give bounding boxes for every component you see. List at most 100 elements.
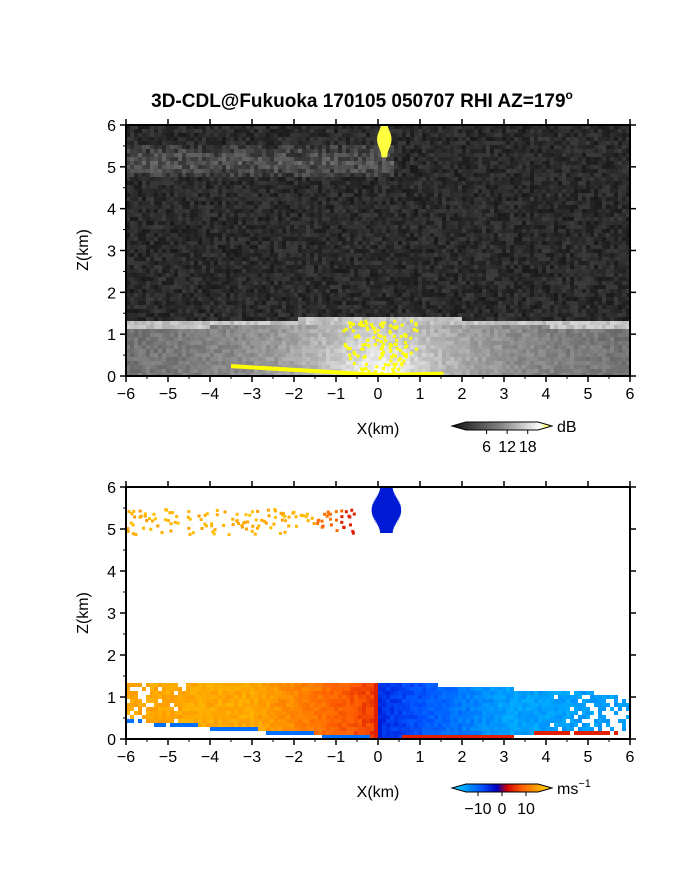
strong-echo-cell [373, 330, 377, 334]
surface-echo-cell [251, 365, 256, 370]
cloud-patch-cell [340, 515, 344, 519]
receding-core-cell [374, 516, 399, 521]
cloud-patch-cell [294, 524, 298, 528]
y-tick-label: 6 [107, 118, 116, 135]
cloud-patch-cell [257, 524, 261, 528]
surface-echo-cell [241, 364, 246, 369]
strong-echo-cell [387, 363, 391, 367]
strong-echo-cell [382, 350, 386, 354]
y-tick-label: 0 [107, 732, 116, 749]
strong-echo-cell [398, 357, 402, 361]
strong-echo-cell [348, 353, 352, 357]
strong-echo-cell [392, 370, 396, 374]
strong-echo-cell [389, 331, 393, 335]
cloud-patch-cell [284, 519, 288, 523]
strong-echo-cell [352, 362, 356, 366]
strong-echo-cell [404, 333, 408, 337]
strong-echo-cell [359, 320, 363, 324]
strong-echo-cell [375, 365, 379, 369]
strong-echo-cell [378, 356, 382, 360]
cloud-patch-cell [231, 523, 235, 527]
strong-echo-cell [361, 347, 365, 351]
strong-echo-cell [364, 319, 368, 323]
cloud-patch-cell [240, 525, 244, 529]
surface-echo-cell [288, 367, 293, 372]
strong-echo-cell [409, 336, 413, 340]
cloud-patch-cell [213, 528, 217, 532]
strong-echo-cell [395, 325, 399, 329]
cloud-patch-cell [149, 527, 153, 531]
surface-echo-cell [331, 370, 336, 375]
surface-echo-cell [375, 372, 380, 376]
cloud-patch-cell [304, 515, 308, 519]
cloud-patch-cell [127, 510, 131, 514]
cloud-patch-cell [334, 510, 338, 514]
strong-echo-cell [400, 323, 404, 327]
strong-echo-cell [389, 324, 393, 328]
strong-echo-cell [395, 347, 399, 351]
surface-echo-cell [284, 367, 289, 372]
strong-echo-cell [365, 322, 369, 326]
strong-echo-cell [372, 327, 376, 331]
strong-echo-cell [380, 149, 389, 153]
surface-echo-cell [412, 372, 417, 376]
cloud-patch-cell [254, 518, 258, 522]
x-tick-label: −4 [201, 386, 219, 403]
strong-echo-cell [380, 150, 388, 154]
velocity-colorbar: −10 0 10 ms−1 [450, 778, 591, 818]
strong-echo-cell [395, 338, 399, 342]
strong-echo-cell [377, 140, 392, 144]
receding-core-cell [377, 522, 395, 527]
strong-echo-cell [404, 355, 408, 359]
colorbar-tick-label: −10 [464, 801, 491, 818]
strong-echo-cell [342, 329, 346, 333]
y-tick-label: 1 [107, 690, 116, 707]
x-tick-label: 0 [374, 749, 383, 766]
strong-echo-cell [390, 355, 394, 359]
cloud-patch-cell [244, 513, 248, 517]
cloud-patch-cell [317, 518, 321, 522]
backscatter-colorbar: 6 12 18 dB [450, 419, 577, 456]
strong-echo-cell [388, 329, 392, 333]
surface-echo-cell [358, 371, 363, 376]
strong-echo-cell [368, 373, 372, 376]
surface-echo-cell [311, 369, 316, 374]
strong-echo-cell [367, 344, 371, 348]
cloud-patch-cell [351, 531, 355, 535]
cloud-patch-cell [169, 522, 173, 526]
x-tick-label: 5 [584, 749, 593, 766]
surface-echo-cell [281, 367, 286, 372]
x-tick-label: −6 [117, 386, 135, 403]
cloud-patch-cell [131, 523, 135, 527]
receding-core-cell [380, 487, 393, 491]
cloud-patch-cell [210, 522, 214, 526]
surface-echo-cell [409, 372, 414, 376]
strong-echo-cell [397, 358, 401, 362]
y-tick-label: 4 [107, 564, 116, 581]
cloud-patch-cell [280, 518, 284, 522]
strong-echo-cell [399, 362, 403, 366]
velocity-x-ticks: −6 −5 −4 −3 −2 −1 0 1 2 3 4 5 6 [117, 481, 635, 766]
receding-core-cell [373, 501, 400, 506]
surface-echo-cell [264, 366, 269, 371]
surface-echo-cell [435, 371, 440, 376]
receding-core-cell [378, 524, 394, 529]
cloud-patch-cell [212, 532, 216, 536]
surface-echo-cell [395, 372, 400, 376]
cloud-patch-cell [262, 519, 266, 523]
x-tick-label: −3 [243, 749, 261, 766]
strong-echo-cell [410, 319, 414, 323]
cloud-patch-cell [235, 519, 239, 523]
surface-echo-cell [405, 372, 410, 376]
strong-echo-cell [404, 345, 408, 349]
cloud-patch-cell [279, 511, 283, 515]
cloud-patch-cell [301, 514, 305, 518]
cloud-patch-cell [205, 512, 209, 516]
strong-echo-cell [372, 372, 376, 376]
x-tick-label: 4 [542, 386, 551, 403]
backscatter-heatmap [126, 125, 630, 376]
strong-echo-cell [377, 137, 392, 141]
cloud-patch-cell [129, 521, 133, 525]
strong-echo-cell [349, 325, 353, 329]
strong-echo-cell [379, 323, 383, 327]
